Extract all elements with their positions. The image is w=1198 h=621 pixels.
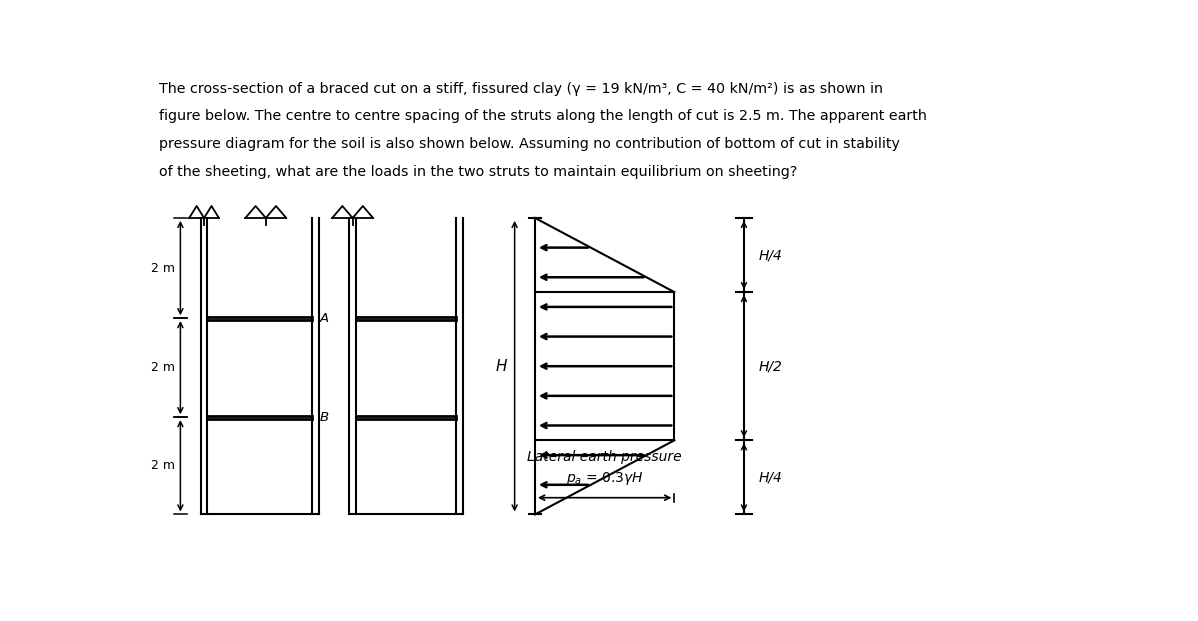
Text: B: B — [320, 410, 328, 424]
Text: figure below. The centre to centre spacing of the struts along the length of cut: figure below. The centre to centre spaci… — [159, 109, 927, 124]
Text: H/4: H/4 — [758, 248, 782, 262]
Text: Lateral earth pressure: Lateral earth pressure — [527, 450, 682, 464]
Text: 2 m: 2 m — [151, 261, 175, 274]
Text: of the sheeting, what are the loads in the two struts to maintain equilibrium on: of the sheeting, what are the loads in t… — [159, 165, 798, 179]
Text: 2 m: 2 m — [151, 361, 175, 374]
Text: 2 m: 2 m — [151, 460, 175, 473]
Text: $p_a$ = 0.3$\gamma$$H$: $p_a$ = 0.3$\gamma$$H$ — [565, 470, 643, 487]
Text: H/4: H/4 — [758, 470, 782, 484]
Text: H: H — [496, 359, 507, 374]
Text: pressure diagram for the soil is also shown below. Assuming no contribution of b: pressure diagram for the soil is also sh… — [159, 137, 900, 151]
Text: The cross-section of a braced cut on a stiff, fissured clay (γ = 19 kN/m³, C = 4: The cross-section of a braced cut on a s… — [159, 82, 883, 96]
Text: A: A — [320, 312, 328, 325]
Text: H/2: H/2 — [758, 359, 782, 373]
